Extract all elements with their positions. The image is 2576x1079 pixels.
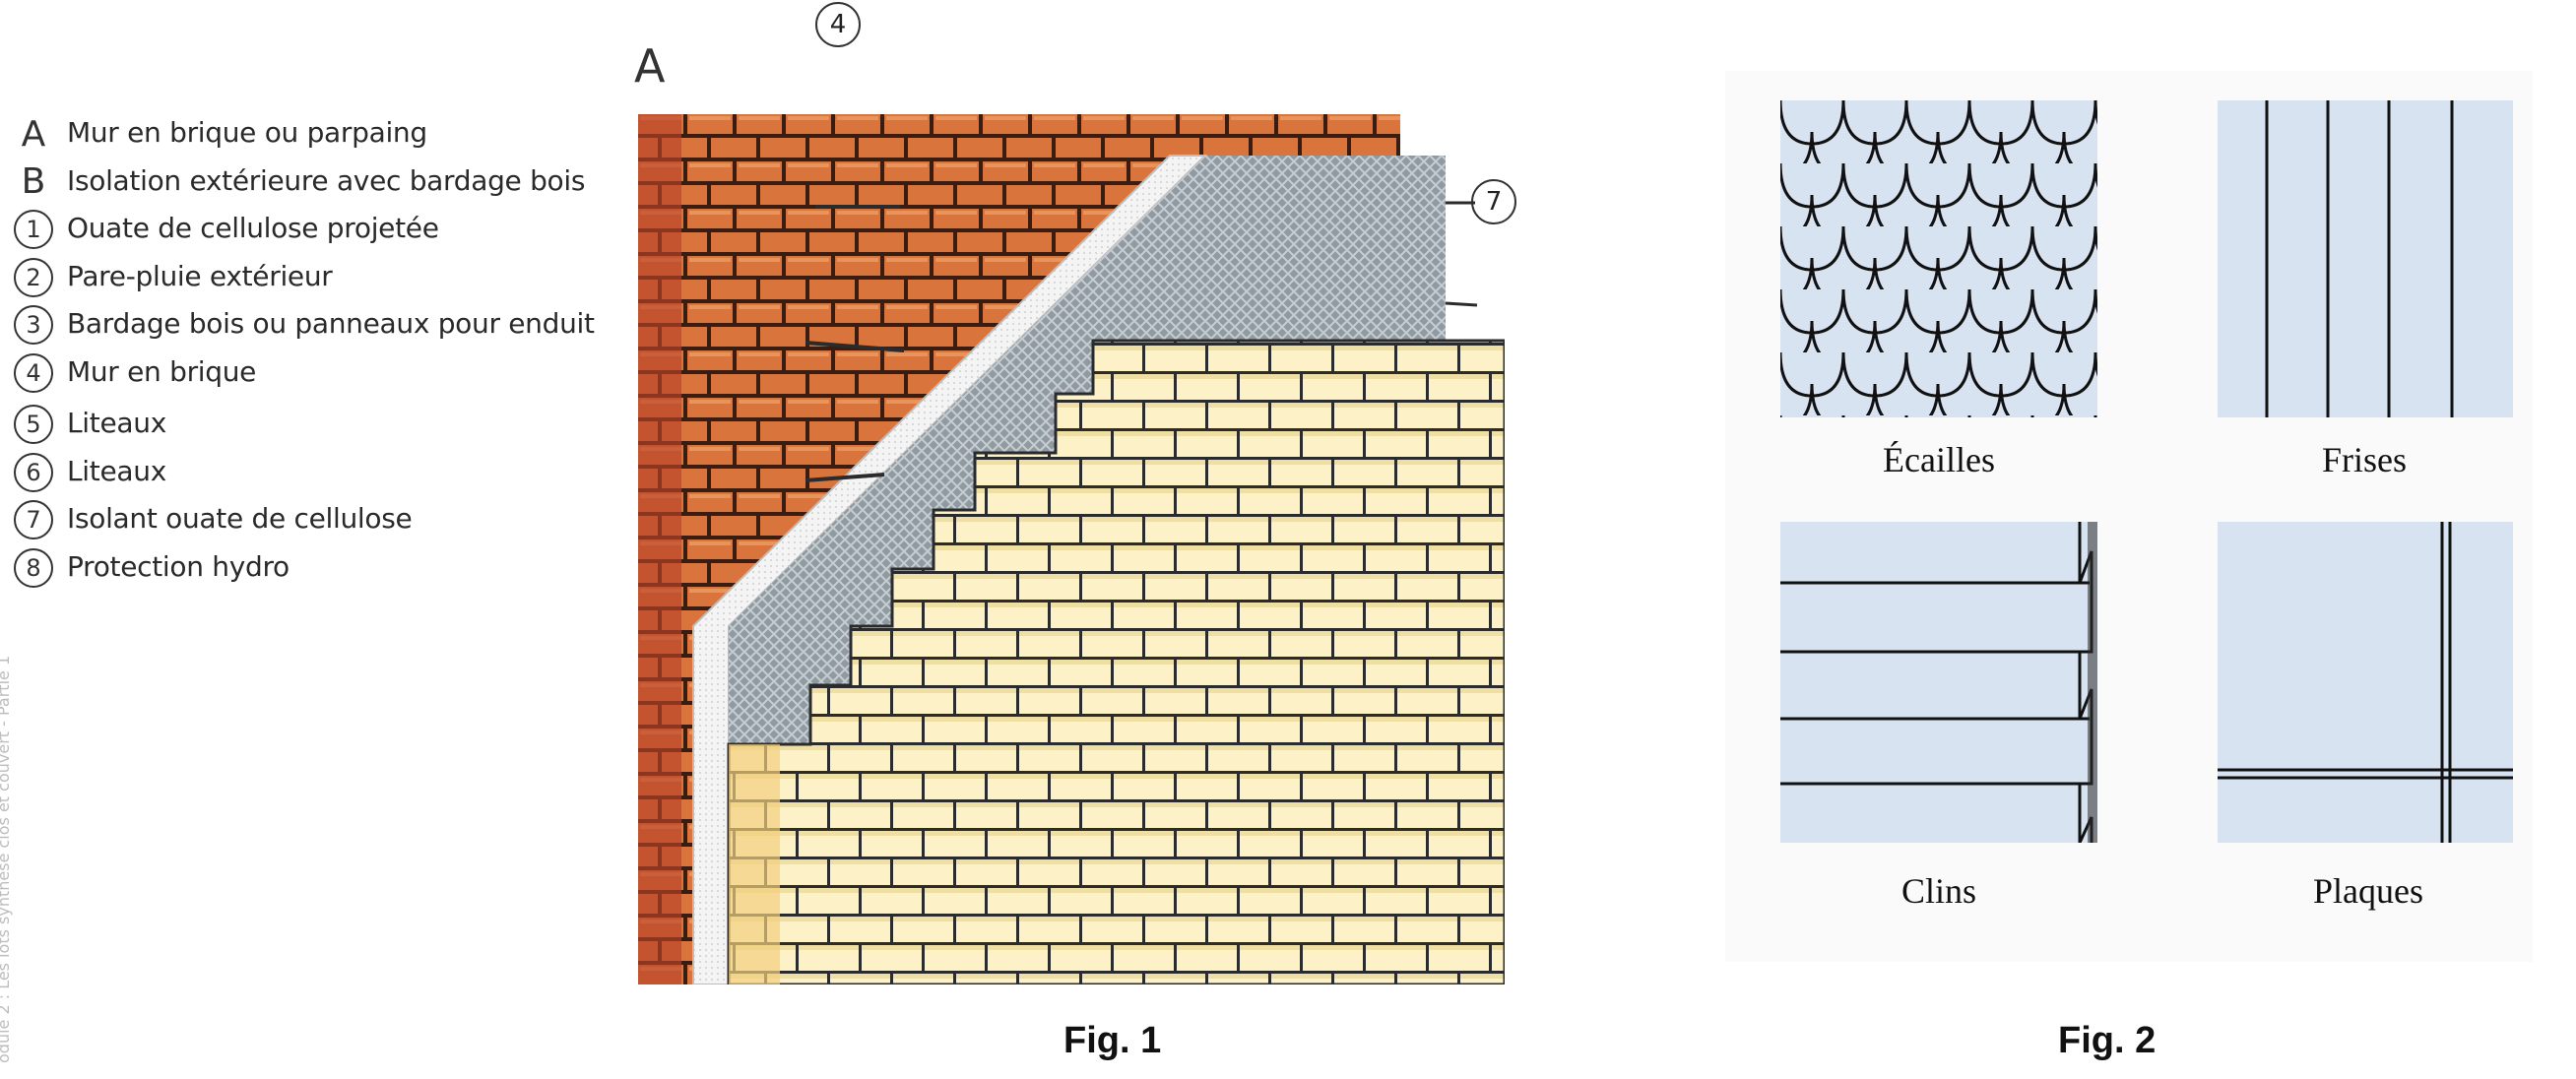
legend-item: 5 Liteaux <box>14 401 644 449</box>
callout-4: 4 <box>815 2 861 47</box>
legend-item: 6 Liteaux <box>14 449 644 497</box>
legend-marker: 7 <box>14 500 53 540</box>
legend-item: 2 Pare-pluie extérieur <box>14 254 644 302</box>
legend-marker: B <box>21 161 46 203</box>
side-margin-note-text: odule 2 : Les lots synthèse clos et couv… <box>0 656 13 1063</box>
legend-label: Pare-pluie extérieur <box>67 259 333 292</box>
legend-item: A Mur en brique ou parpaing <box>14 110 644 159</box>
wall-tie <box>805 473 885 482</box>
wall-section-diagram <box>638 114 1505 984</box>
wall-tie <box>805 341 905 352</box>
legend-label: Ouate de cellulose projetée <box>67 212 439 245</box>
frises-swatch <box>2218 100 2513 417</box>
wall-tie <box>1445 301 1478 307</box>
legend-label: Protection hydro <box>67 549 290 583</box>
legend-label: Liteaux <box>67 454 166 487</box>
legend-label: Liteaux <box>67 406 166 439</box>
legend-item: 1 Ouate de cellulose projetée <box>14 206 644 254</box>
fig2-caption: Fig. 2 <box>2058 1020 2157 1061</box>
legend: A Mur en brique ou parpaing B Isolation … <box>14 110 644 592</box>
scales-swatch <box>1780 100 2097 417</box>
legend-item: 3 Bardage bois ou panneaux pour enduit <box>14 301 644 349</box>
legend-marker: 1 <box>14 210 53 250</box>
side-margin-note: odule 2 : Les lots synthèse clos et couv… <box>0 591 14 1063</box>
red-brick-wall-edge <box>638 114 681 984</box>
legend-item: 7 Isolant ouate de cellulose <box>14 496 644 544</box>
cream-brick-edge <box>729 744 780 984</box>
clins-label: Clins <box>1900 871 1977 911</box>
legend-marker: 8 <box>14 547 53 588</box>
legend-item: 8 Protection hydro <box>14 544 644 593</box>
legend-label: Mur en brique ou parpaing <box>67 116 427 149</box>
frises-label: Frises <box>2321 440 2407 479</box>
plaques-swatch <box>2218 522 2513 843</box>
wall-label-a: A <box>634 39 666 93</box>
legend-marker: 5 <box>14 404 53 444</box>
legend-label: Isolant ouate de cellulose <box>67 502 413 536</box>
plaques-label: Plaques <box>2313 871 2423 911</box>
fig1-caption: Fig. 1 <box>1063 1020 1162 1061</box>
clins-swatch <box>1780 522 2097 843</box>
legend-marker: 2 <box>14 257 53 297</box>
callout-7: 7 <box>1471 179 1516 224</box>
legend-marker: A <box>21 113 46 155</box>
legend-label: Mur en brique <box>67 354 257 388</box>
scales-label: Écailles <box>1883 440 1995 479</box>
legend-label: Isolation extérieure avec bardage bois <box>67 163 586 197</box>
legend-marker: 4 <box>14 352 53 393</box>
cream-brick-facing <box>727 339 1505 984</box>
legend-marker: 6 <box>14 452 53 492</box>
legend-item: 4 Mur en brique <box>14 349 644 401</box>
legend-label: Bardage bois ou panneaux pour enduit <box>67 307 595 341</box>
legend-marker: 3 <box>14 305 53 346</box>
fig2-panel: Écailles Frises Clins Plaques <box>1725 71 2533 962</box>
legend-item: B Isolation extérieure avec bardage bois <box>14 159 644 207</box>
